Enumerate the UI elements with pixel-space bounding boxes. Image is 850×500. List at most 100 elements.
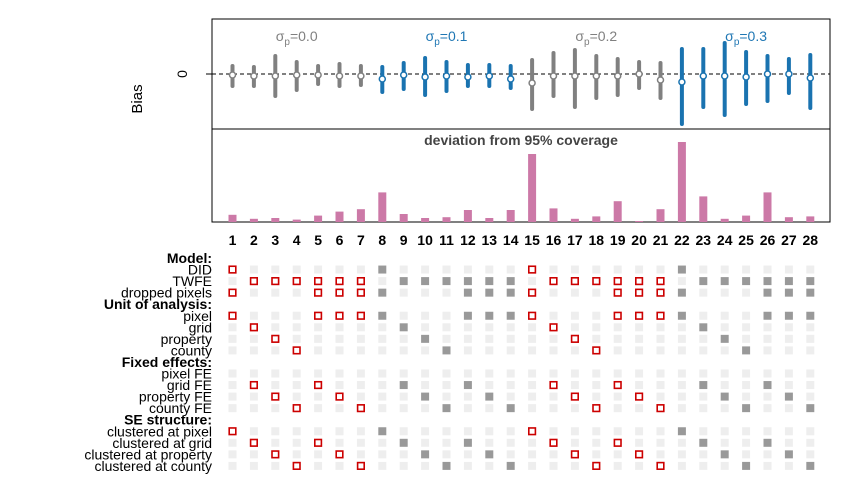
indicator-empty-r2-s4 <box>292 265 301 274</box>
indicator-empty-r16-s11 <box>442 427 451 436</box>
indicator-empty-r18-s11 <box>442 450 451 459</box>
indicator-empty-r8-s28 <box>806 334 815 343</box>
indicator-empty-r12-s17 <box>570 381 579 390</box>
indicator-empty-r12-s15 <box>528 381 537 390</box>
indicator-empty-r2-s19 <box>613 265 622 274</box>
coverage-bar-13 <box>485 218 494 222</box>
indicator-mark-r3-s11 <box>442 277 451 286</box>
indicator-empty-r8-s15 <box>528 334 537 343</box>
indicator-empty-r4-s9 <box>399 288 408 297</box>
indicator-empty-r16-s24 <box>720 427 729 436</box>
indicator-mark-r3-s24 <box>720 277 729 286</box>
indicator-mark-r4-s14 <box>506 288 515 297</box>
indicator-empty-r19-s27 <box>784 461 793 470</box>
indicator-empty-r13-s14 <box>506 392 515 401</box>
indicator-empty-r14-s8 <box>378 404 387 413</box>
indicator-mark-r12-s2 <box>249 380 259 390</box>
indicator-empty-r12-s7 <box>356 381 365 390</box>
indicator-empty-r12-s6 <box>335 381 344 390</box>
indicator-empty-r12-s10 <box>421 381 430 390</box>
indicator-empty-r18-s8 <box>378 450 387 459</box>
indicator-empty-r18-s5 <box>314 450 323 459</box>
indicator-empty-r14-s23 <box>699 404 708 413</box>
indicator-mark-r17-s2 <box>249 438 259 447</box>
indicator-mark-r16-s22 <box>677 427 686 436</box>
bias-mean-9 <box>399 71 408 79</box>
indicator-mark-r14-s7 <box>356 404 366 413</box>
indicator-empty-r13-s28 <box>806 392 815 401</box>
indicator-empty-r9-s1 <box>228 346 237 355</box>
indicator-empty-r11-s9 <box>399 369 408 378</box>
indicator-mark-r12-s26 <box>763 381 772 390</box>
bias-mean-12 <box>464 73 472 81</box>
indicator-mark-r3-s3 <box>271 276 280 286</box>
indicator-mark-r2-s15 <box>527 265 537 274</box>
indicator-empty-r14-s20 <box>635 404 644 413</box>
indicator-empty-r13-s21 <box>656 392 665 401</box>
indicator-mark-r17-s16 <box>549 438 558 447</box>
x-tick-label-20: 20 <box>631 232 647 248</box>
indicator-empty-r4-s25 <box>742 288 751 297</box>
indicator-mark-r6-s15 <box>527 311 537 320</box>
indicator-empty-r2-s28 <box>806 265 815 274</box>
indicator-mark-r14-s25 <box>742 404 751 413</box>
indicator-mark-r6-s5 <box>313 311 323 320</box>
indicator-mark-r7-s2 <box>249 323 259 332</box>
indicator-empty-r2-s6 <box>335 265 344 274</box>
indicator-empty-r9-s14 <box>506 346 515 355</box>
indicator-mark-r3-s10 <box>421 277 430 286</box>
indicator-empty-r8-s4 <box>292 334 301 343</box>
indicator-row-label-7: grid <box>189 319 212 335</box>
indicator-empty-r9-s22 <box>677 346 686 355</box>
indicator-mark-r6-s6 <box>335 311 344 320</box>
indicator-empty-r6-s23 <box>699 311 708 320</box>
indicator-empty-r18-s22 <box>677 450 686 459</box>
indicator-mark-r3-s6 <box>335 276 344 286</box>
indicator-mark-r6-s22 <box>677 311 686 320</box>
indicator-empty-r12-s24 <box>720 381 729 390</box>
indicator-empty-r4-s23 <box>699 288 708 297</box>
coverage-bar-10 <box>421 218 430 222</box>
indicator-empty-r9-s10 <box>421 346 430 355</box>
indicator-empty-r4-s11 <box>442 288 451 297</box>
group-label-1: σp=0.0 <box>276 28 318 48</box>
bias-mean-2 <box>250 72 258 80</box>
indicator-empty-r16-s19 <box>613 427 622 436</box>
indicator-empty-r8-s6 <box>335 334 344 343</box>
indicator-empty-r17-s14 <box>506 438 515 447</box>
indicator-empty-r17-s28 <box>806 438 815 447</box>
indicator-empty-r8-s11 <box>442 334 451 343</box>
indicator-empty-r9-s12 <box>463 346 472 355</box>
indicator-empty-r7-s24 <box>720 323 729 332</box>
indicator-empty-r16-s9 <box>399 427 408 436</box>
indicator-empty-r14-s10 <box>421 404 430 413</box>
indicator-empty-r6-s24 <box>720 311 729 320</box>
indicator-empty-r11-s13 <box>485 369 494 378</box>
indicator-mark-r18-s17 <box>570 450 579 459</box>
indicator-mark-r18-s3 <box>271 450 280 459</box>
indicator-empty-r17-s11 <box>442 438 451 447</box>
indicator-empty-r11-s21 <box>656 369 665 378</box>
x-tick-label-9: 9 <box>400 232 408 248</box>
indicator-empty-r12-s18 <box>592 381 601 390</box>
indicator-mark-r3-s19 <box>613 276 622 286</box>
indicator-mark-r17-s26 <box>763 438 772 447</box>
indicator-empty-r17-s17 <box>570 438 579 447</box>
indicator-empty-r17-s20 <box>635 438 644 447</box>
indicator-empty-r16-s10 <box>421 427 430 436</box>
indicator-mark-r4-s6 <box>335 288 344 297</box>
indicator-empty-r13-s2 <box>249 392 258 401</box>
indicator-empty-r14-s1 <box>228 404 237 413</box>
indicator-mark-r17-s12 <box>463 438 472 447</box>
indicator-empty-r17-s18 <box>592 438 601 447</box>
indicator-mark-r3-s28 <box>806 277 815 286</box>
indicator-empty-r12-s3 <box>271 381 280 390</box>
indicator-empty-r7-s5 <box>314 323 323 332</box>
indicator-row-label-6: pixel <box>183 308 212 324</box>
x-tick-label-3: 3 <box>271 232 279 248</box>
indicator-mark-r3-s5 <box>313 276 323 286</box>
group-label-4: σp=0.3 <box>725 28 767 48</box>
indicator-empty-r13-s16 <box>549 392 558 401</box>
indicator-empty-r9-s26 <box>763 346 772 355</box>
